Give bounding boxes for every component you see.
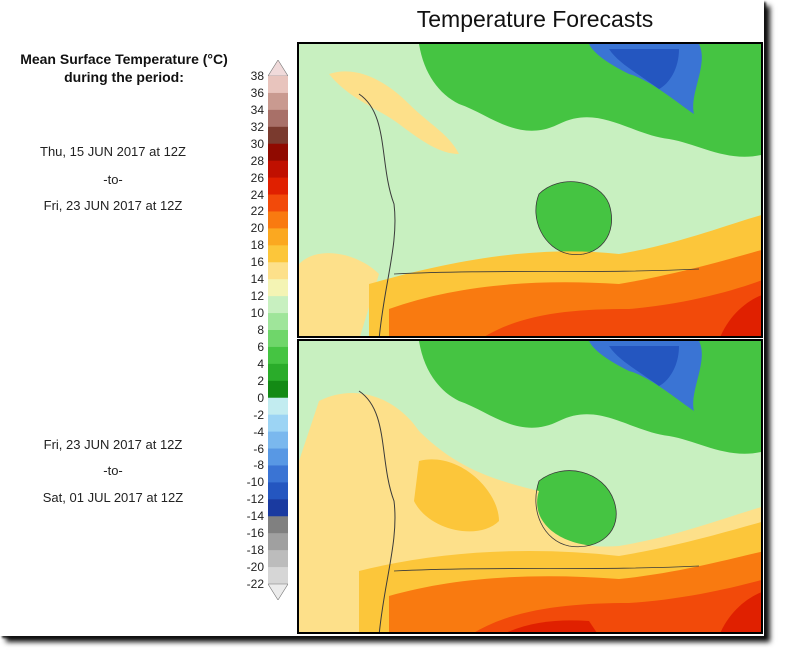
scale-tick-label: -10 <box>246 475 264 490</box>
scale-band <box>268 516 288 534</box>
scale-band <box>268 465 288 483</box>
scale-top-arrow <box>268 60 288 77</box>
scale-band <box>268 533 288 551</box>
scale-band <box>268 126 288 145</box>
scale-band <box>268 76 288 94</box>
period2-start: Fri, 23 JUN 2017 at 12Z <box>43 437 183 452</box>
forecast-map-period2 <box>297 339 763 634</box>
scale-tick-label: 36 <box>250 85 264 100</box>
scale-tick-label: 32 <box>250 119 264 134</box>
scale-tick-label: 2 <box>257 373 264 388</box>
scale-band <box>268 262 288 280</box>
scale-tick-label: 26 <box>250 170 264 185</box>
scale-band <box>268 380 288 399</box>
scale-tick-label: 16 <box>250 255 264 270</box>
scale-tick-label: 6 <box>257 339 264 354</box>
scale-tick-label: -22 <box>246 577 264 591</box>
scale-band <box>268 296 288 314</box>
scale-band <box>268 211 288 229</box>
scale-band <box>268 160 288 179</box>
page-title: Temperature Forecasts <box>416 6 654 32</box>
scale-tick-label: 28 <box>250 153 264 168</box>
scale-band <box>268 177 288 196</box>
forecast-map-period1 <box>297 42 763 338</box>
scale-band <box>268 313 288 331</box>
scale-bottom-arrow <box>268 583 288 600</box>
scale-band <box>268 245 288 263</box>
scale-tick-label: 18 <box>250 238 264 253</box>
scale-band <box>268 92 288 111</box>
scale-tick-label: 24 <box>250 187 264 202</box>
scale-tick-label: 22 <box>250 204 264 219</box>
scale-band <box>268 414 288 433</box>
scale-tick-label: 30 <box>250 136 264 151</box>
scale-band <box>268 228 288 246</box>
scale-tick-label: -12 <box>246 492 264 507</box>
color-scale-bar <box>268 60 288 600</box>
scale-tick-label: 20 <box>250 221 264 236</box>
scale-band <box>268 363 288 382</box>
period1-end: Fri, 23 JUN 2017 at 12Z <box>43 198 183 213</box>
scale-tick-label: -20 <box>246 560 264 575</box>
scale-tick-label: -14 <box>246 509 264 524</box>
scale-tick-label: -4 <box>253 424 264 439</box>
scale-tick-label: -2 <box>253 407 264 422</box>
scale-band <box>268 482 288 500</box>
scale-tick-label: 8 <box>257 323 264 337</box>
scale-tick-label: -6 <box>253 441 264 456</box>
scale-tick-label: 12 <box>250 289 264 304</box>
legend-title-line1: Mean Surface Temperature (°C) <box>20 51 228 67</box>
scale-band <box>268 279 288 297</box>
legend-title: Mean Surface Temperature (°C) during the… <box>6 50 242 86</box>
scale-tick-label: 4 <box>257 356 264 371</box>
period1-start: Thu, 15 JUN 2017 at 12Z <box>40 144 186 159</box>
period2-separator: -to- <box>103 463 123 478</box>
scale-band <box>268 448 288 466</box>
scale-band <box>268 109 288 128</box>
period2-end: Sat, 01 JUL 2017 at 12Z <box>42 490 184 505</box>
scale-tick-label: 0 <box>257 390 264 405</box>
scale-band <box>268 550 288 568</box>
scale-tick-label: 10 <box>250 306 264 321</box>
scale-tick-label: 14 <box>250 272 264 287</box>
legend-title-line2: during the period: <box>64 69 184 85</box>
scale-tick-label: -16 <box>246 526 264 541</box>
scale-tick-label: 38 <box>250 69 264 83</box>
scale-band <box>268 194 288 212</box>
scale-band <box>268 330 288 348</box>
scale-band <box>268 346 288 365</box>
scale-band <box>268 431 288 450</box>
scale-band <box>268 397 288 416</box>
scale-band <box>268 567 288 585</box>
period1-separator: -to- <box>103 172 123 187</box>
scale-band <box>268 499 288 517</box>
scale-tick-label: 34 <box>250 102 264 117</box>
scale-tick-label: -8 <box>253 458 264 473</box>
scale-band <box>268 143 288 162</box>
scale-tick-label: -18 <box>246 543 264 558</box>
